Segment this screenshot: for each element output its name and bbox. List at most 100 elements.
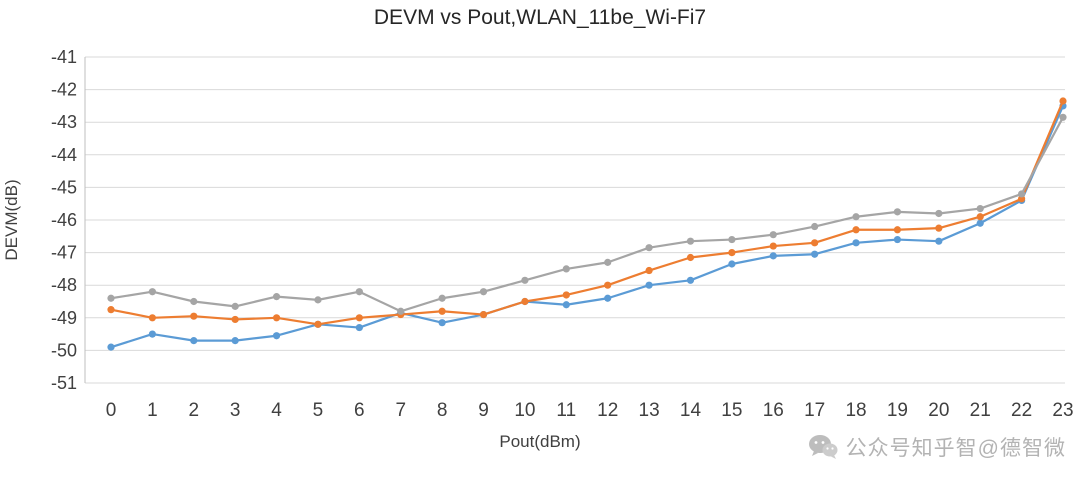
point-series-gray[interactable] [604, 258, 612, 266]
x-tick-label: 3 [230, 400, 241, 421]
y-tick-label: -46 [51, 210, 77, 230]
point-series-gray[interactable] [852, 213, 860, 221]
point-series-orange[interactable] [935, 224, 943, 232]
point-series-orange[interactable] [686, 253, 695, 262]
point-series-gray[interactable] [976, 204, 984, 213]
point-series-blue[interactable] [686, 276, 695, 284]
point-series-blue[interactable] [438, 319, 446, 327]
point-series-orange[interactable] [852, 226, 860, 234]
point-series-blue[interactable] [893, 235, 902, 244]
point-series-orange[interactable] [604, 281, 612, 289]
point-series-orange[interactable] [479, 310, 488, 319]
point-series-gray[interactable] [1059, 113, 1067, 121]
line-series-gray[interactable] [110, 116, 1064, 313]
point-series-orange[interactable] [893, 226, 902, 234]
x-tick-label: 12 [597, 400, 618, 421]
point-series-blue[interactable] [107, 343, 115, 351]
x-tick-label: 22 [1011, 400, 1032, 421]
x-tick-label: 20 [928, 400, 949, 421]
y-tick-label: -48 [51, 275, 77, 295]
x-tick-label: 16 [763, 400, 784, 421]
y-tick-label: -49 [51, 308, 77, 328]
point-series-gray[interactable] [686, 237, 695, 245]
point-series-gray[interactable] [148, 288, 156, 296]
point-series-blue[interactable] [231, 337, 239, 345]
point-series-gray[interactable] [893, 208, 902, 216]
point-series-blue[interactable] [852, 239, 860, 247]
point-series-orange[interactable] [107, 306, 115, 314]
x-axis-title: Pout(dBm) [499, 432, 581, 451]
y-tick-label: -41 [51, 47, 77, 67]
x-tick-label: 7 [395, 400, 406, 421]
line-series-blue[interactable] [110, 105, 1065, 349]
point-series-orange[interactable] [562, 291, 570, 299]
point-series-gray[interactable] [272, 293, 281, 301]
point-series-gray[interactable] [562, 265, 570, 273]
point-series-gray[interactable] [811, 222, 819, 231]
point-series-orange[interactable] [190, 312, 198, 320]
x-tick-label: 1 [147, 400, 158, 421]
point-series-blue[interactable] [769, 252, 777, 260]
point-series-orange[interactable] [645, 266, 653, 275]
point-series-blue[interactable] [272, 332, 281, 340]
x-tick-label: 17 [804, 400, 825, 421]
point-series-gray[interactable] [479, 288, 488, 296]
watermark-text: 公众号知乎智@德智微 [845, 437, 1066, 460]
y-tick-label: -47 [51, 243, 77, 263]
point-series-orange[interactable] [728, 249, 736, 257]
point-series-orange[interactable] [231, 315, 239, 324]
x-tick-label: 10 [514, 400, 535, 421]
point-series-gray[interactable] [355, 288, 363, 296]
point-series-orange[interactable] [1059, 97, 1067, 105]
point-series-orange[interactable] [811, 239, 819, 247]
x-tick-label: 9 [478, 400, 489, 421]
y-tick-label: -45 [51, 177, 77, 197]
point-series-orange[interactable] [314, 320, 322, 328]
point-series-gray[interactable] [438, 294, 446, 302]
x-tick-label: 14 [680, 400, 702, 421]
x-tick-label: 2 [188, 400, 199, 421]
point-series-blue[interactable] [811, 250, 819, 258]
point-series-gray[interactable] [314, 296, 322, 304]
point-series-gray[interactable] [728, 235, 736, 244]
point-series-gray[interactable] [397, 307, 405, 315]
point-series-blue[interactable] [148, 330, 156, 338]
point-series-gray[interactable] [231, 302, 239, 310]
x-tick-label: 18 [845, 400, 866, 421]
point-series-blue[interactable] [604, 294, 612, 302]
point-series-orange[interactable] [438, 307, 446, 315]
point-series-blue[interactable] [562, 301, 570, 309]
point-series-blue[interactable] [728, 260, 736, 268]
point-series-orange[interactable] [976, 213, 984, 221]
line-series-orange[interactable] [110, 100, 1065, 326]
point-series-orange[interactable] [521, 297, 529, 306]
point-series-orange[interactable] [148, 314, 156, 322]
point-series-gray[interactable] [107, 294, 115, 302]
point-series-gray[interactable] [935, 209, 943, 218]
point-series-blue[interactable] [190, 337, 198, 345]
point-series-orange[interactable] [355, 314, 363, 322]
point-series-orange[interactable] [769, 242, 777, 250]
x-tick-label: 13 [639, 400, 660, 421]
chart-title: DEVM vs Pout,WLAN_11be_Wi-Fi7 [373, 6, 707, 29]
point-series-gray[interactable] [521, 276, 529, 284]
y-tick-label: -51 [51, 373, 77, 393]
point-series-orange[interactable] [272, 314, 281, 322]
point-series-blue[interactable] [355, 323, 363, 332]
point-series-gray[interactable] [1018, 190, 1026, 198]
y-tick-label: -44 [51, 145, 77, 165]
point-series-blue[interactable] [976, 219, 984, 227]
y-tick-label: -50 [51, 340, 77, 360]
x-tick-label: 5 [313, 400, 324, 421]
point-series-blue[interactable] [935, 237, 943, 245]
point-series-gray[interactable] [769, 231, 777, 239]
point-series-gray[interactable] [190, 297, 198, 306]
x-tick-label: 8 [437, 400, 448, 421]
point-series-blue[interactable] [645, 281, 653, 289]
x-tick-label: 23 [1052, 400, 1073, 421]
x-tick-label: 19 [887, 400, 908, 421]
x-tick-label: 4 [271, 400, 282, 421]
point-series-gray[interactable] [645, 244, 653, 252]
x-tick-label: 0 [106, 400, 117, 421]
